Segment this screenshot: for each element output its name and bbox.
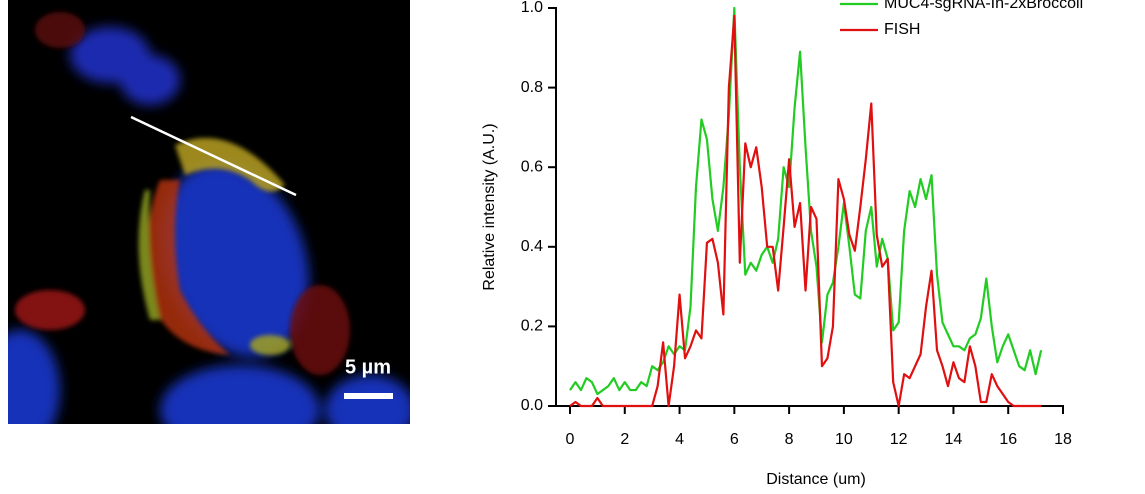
x-tick-label: 4 <box>675 431 684 448</box>
x-tick-label: 8 <box>785 431 794 448</box>
y-tick-label: 0.8 <box>521 79 543 96</box>
micrograph: 5 µm <box>8 0 410 424</box>
x-tick-label: 18 <box>1054 431 1072 448</box>
y-tick-label: 1.0 <box>521 0 543 16</box>
chart: Relative intensity (A.U.) Distance (um) … <box>481 0 1083 488</box>
y-axis-title: Relative intensity (A.U.) <box>481 123 498 290</box>
scale-bar-label: 5 µm <box>345 356 391 378</box>
series-line <box>569 14 1042 408</box>
y-tick-label: 0.6 <box>521 158 543 175</box>
x-axis-title: Distance (um) <box>766 471 866 488</box>
x-tick-label: 0 <box>566 431 575 448</box>
series-line <box>569 6 1043 396</box>
legend-label: FISH <box>884 21 920 38</box>
y-tick-label: 0.2 <box>521 318 543 335</box>
y-tick-label: 0.4 <box>521 238 543 255</box>
x-tick-label: 12 <box>890 431 908 448</box>
y-tick-label: 0.0 <box>521 397 543 414</box>
x-tick-label: 2 <box>620 431 629 448</box>
legend-label: MUC4-sgRNA-In-2xBroccoli <box>884 0 1083 12</box>
x-tick-label: 10 <box>835 431 853 448</box>
x-tick-label: 16 <box>999 431 1017 448</box>
x-tick-label: 14 <box>945 431 963 448</box>
x-tick-label: 6 <box>730 431 739 448</box>
